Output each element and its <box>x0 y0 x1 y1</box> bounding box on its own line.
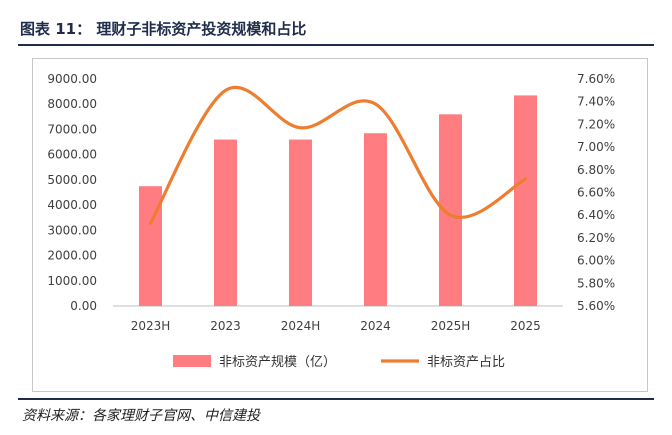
y-left-tick-label: 5000.00 <box>47 173 97 187</box>
y-left-tick-label: 1000.00 <box>47 274 97 288</box>
y-left-tick-label: 8000.00 <box>47 97 97 111</box>
bar <box>289 139 312 306</box>
bar <box>139 186 162 306</box>
y-left-tick-label: 2000.00 <box>47 249 97 263</box>
y-right-tick-label: 5.80% <box>577 276 615 290</box>
x-tick-label: 2023H <box>131 319 171 333</box>
y-right-tick-label: 6.60% <box>577 186 615 200</box>
legend-bar-swatch <box>173 355 211 367</box>
legend-label: 非标资产规模（亿） <box>219 355 336 370</box>
figure-title: 图表 11： 理财子非标资产投资规模和占比 <box>20 20 307 38</box>
y-left-tick-label: 4000.00 <box>47 198 97 212</box>
bar <box>364 133 387 306</box>
source-note: 资料来源：各家理财子官网、中信建投 <box>22 408 260 424</box>
header-rule <box>18 44 654 46</box>
y-left-tick-label: 3000.00 <box>47 223 97 237</box>
y-left-tick-label: 7000.00 <box>47 122 97 136</box>
x-tick-label: 2025 <box>510 319 541 333</box>
y-right-tick-label: 7.00% <box>577 140 615 154</box>
y-right-tick-label: 7.20% <box>577 117 615 131</box>
y-right-tick-label: 6.80% <box>577 163 615 177</box>
bar <box>214 139 237 306</box>
x-tick-label: 2024 <box>360 319 391 333</box>
legend-label: 非标资产占比 <box>427 355 505 370</box>
ratio-line <box>148 85 528 225</box>
combo-chart: 0.00 1000.00 2000.00 3000.00 4000.00 5000.00 6… <box>47 72 615 370</box>
chart-frame: 0.00 1000.00 2000.00 3000.00 4000.00 5000.00 6… <box>32 58 648 392</box>
y-right-tick-label: 7.40% <box>577 95 615 109</box>
y-left-tick-label: 9000.00 <box>47 72 97 86</box>
x-tick-label: 2024H <box>281 319 321 333</box>
x-tick-label: 2023 <box>210 319 241 333</box>
x-tick-label: 2025H <box>431 319 471 333</box>
figure-header: 图表 11： 理财子非标资产投资规模和占比 <box>18 14 654 40</box>
footer-rule <box>18 398 654 400</box>
y-left-tick-label: 0.00 <box>70 299 97 313</box>
y-right-tick-label: 7.60% <box>577 72 615 86</box>
bar <box>439 114 462 306</box>
y-right-tick-label: 5.60% <box>577 299 615 313</box>
y-right-tick-label: 6.40% <box>577 208 615 222</box>
y-right-tick-label: 6.00% <box>577 254 615 268</box>
y-left-tick-label: 6000.00 <box>47 148 97 162</box>
y-right-tick-label: 6.20% <box>577 231 615 245</box>
bar <box>514 95 537 306</box>
